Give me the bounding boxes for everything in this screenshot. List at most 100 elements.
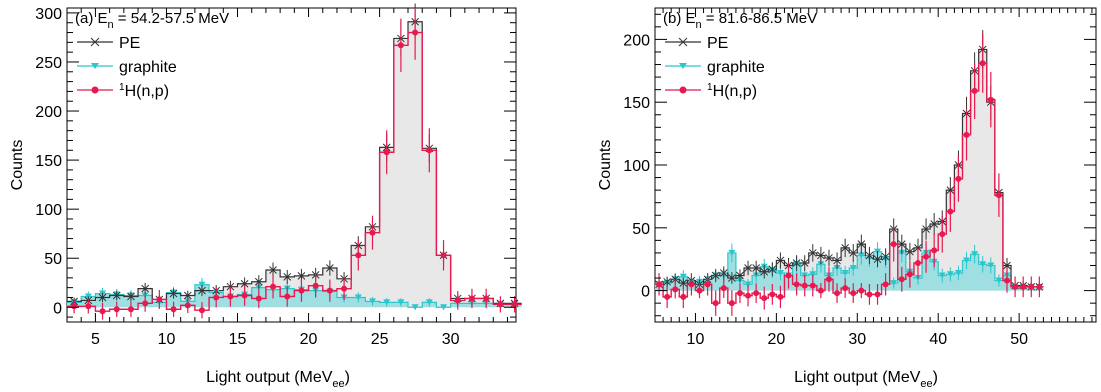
hnp-point (312, 282, 319, 289)
hnp-point (241, 292, 248, 299)
graphite-point (849, 264, 857, 271)
pe-point (736, 271, 744, 280)
graphite-point (979, 261, 987, 268)
panel-a-legend: PE graphite 1H(n,p) (77, 35, 177, 100)
pe-point (752, 264, 761, 272)
x-tick-label: 30 (848, 331, 866, 348)
hnp-point (680, 293, 687, 300)
x-tick-label: 25 (371, 331, 389, 348)
pe-point (254, 277, 263, 286)
hnp-point (71, 303, 78, 310)
panel-b-x-axis: 10 20 30 40 50 (654, 8, 1093, 348)
pe-point (873, 255, 882, 264)
hnp-point (834, 290, 841, 297)
x-tick-label: 50 (1010, 331, 1028, 348)
pe-point (240, 279, 249, 288)
hnp-point (745, 292, 752, 299)
panel-b-legend: PE graphite 1H(n,p) (665, 35, 765, 100)
pe-point (833, 256, 841, 265)
hnp-histogram-line (67, 31, 522, 312)
pe-point (825, 254, 833, 262)
pe-point (906, 247, 914, 256)
pe-point (297, 272, 306, 280)
x-tick-label: 40 (929, 331, 947, 348)
y-tick-label: 300 (35, 6, 62, 23)
hnp-point (817, 287, 824, 294)
y-tick-label: 50 (632, 221, 650, 238)
panel-a-title: (a) En = 54.2-57.5 MeV (75, 10, 229, 31)
pe-point (946, 186, 955, 194)
hnp-point (184, 302, 191, 309)
hnp-point (156, 296, 163, 303)
graphite-point (397, 299, 405, 306)
hnp-point (850, 290, 857, 297)
pe-point (169, 289, 178, 298)
hnp-point (1028, 283, 1035, 290)
pe-point (849, 249, 858, 257)
graphite-point (890, 280, 898, 287)
hnp-point (777, 293, 784, 300)
pe-point (930, 220, 939, 228)
graphite-point (368, 298, 376, 305)
graphite-point (679, 273, 687, 280)
hnp-point (497, 301, 504, 308)
pe-point (711, 271, 720, 280)
graphite-point (971, 251, 979, 258)
hnp-point (688, 281, 695, 288)
hnp-point (906, 271, 913, 278)
pe-point (865, 251, 874, 260)
graphite-point (425, 299, 433, 306)
panel-a-frame (66, 7, 517, 323)
panel-b-plot-area (655, 30, 1044, 316)
y-tick-label: 200 (623, 32, 650, 49)
pe-point (141, 284, 150, 293)
y-tick-label: 0 (53, 300, 62, 317)
hnp-point (227, 293, 234, 300)
hnp-point (355, 252, 362, 259)
legend-marker-pe (90, 37, 100, 47)
hnp-point (842, 285, 849, 292)
hnp-point (793, 281, 800, 288)
x-tick-label: 20 (300, 331, 318, 348)
hnp-point (963, 131, 970, 138)
panel-a-x-label: Light output (MeVee) (206, 369, 350, 390)
pe-point (841, 244, 850, 252)
hnp-point (931, 247, 938, 254)
hnp-point (1036, 283, 1043, 290)
hnp-point (898, 276, 905, 283)
panel-b-title: (b) En = 81.6-86.5 MeV (663, 10, 817, 31)
pe-point (728, 274, 736, 282)
legend-label-graphite: graphite (707, 59, 765, 76)
hnp-point (995, 192, 1002, 199)
hnp-point (728, 300, 735, 307)
hnp-point (511, 301, 518, 308)
hnp-point (127, 306, 134, 313)
graphite-point (946, 271, 954, 278)
pe-point (98, 293, 107, 302)
hnp-point (1003, 277, 1010, 284)
y-tick-label: 100 (623, 158, 650, 175)
graphite-point (411, 304, 419, 311)
pe-point (719, 269, 728, 277)
pe-point (817, 251, 825, 260)
hnp-point (483, 295, 490, 302)
hnp-point (979, 60, 986, 67)
hnp-point (213, 294, 220, 301)
hnp-point (298, 287, 305, 294)
legend-marker-hnp (91, 86, 99, 94)
hnp-point (270, 283, 277, 290)
y-tick-label: 50 (44, 251, 62, 268)
graphite-point (440, 304, 448, 311)
hnp-point (341, 285, 348, 292)
pe-point (744, 264, 752, 272)
legend-label-pe: PE (119, 35, 140, 52)
hnp-point (412, 29, 419, 36)
hnp-point (696, 287, 703, 294)
panel-b-x-label: Light output (MeVee) (794, 369, 938, 390)
x-tick-label: 20 (767, 331, 785, 348)
hnp-point (426, 147, 433, 154)
pe-point (881, 252, 890, 261)
graphite-point (383, 299, 391, 306)
pe-point (857, 240, 866, 248)
hnp-point (326, 287, 333, 294)
